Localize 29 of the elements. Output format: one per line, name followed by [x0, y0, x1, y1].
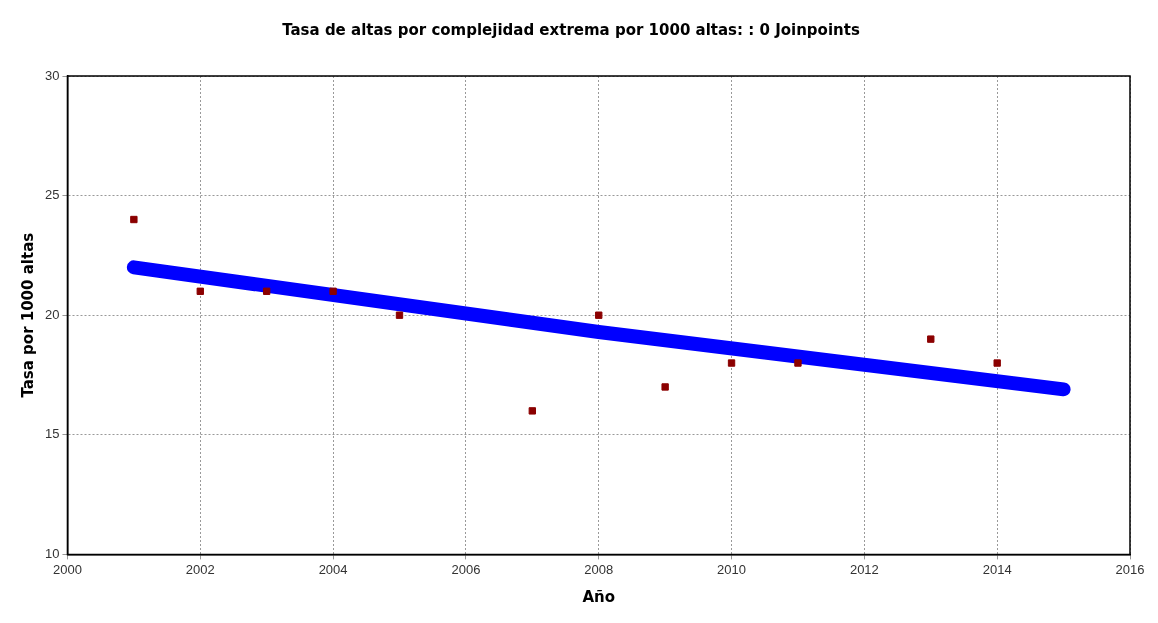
point — [196, 287, 204, 295]
point — [329, 287, 337, 295]
x-tick-label: 2010 — [717, 561, 747, 577]
point — [927, 335, 935, 343]
point — [794, 359, 802, 367]
x-tick-label: 2014 — [982, 561, 1012, 577]
point — [528, 407, 536, 415]
point — [595, 311, 603, 319]
point — [661, 383, 669, 391]
x-tick-label: 2006 — [451, 561, 481, 577]
x-tick-label: 2008 — [584, 561, 614, 577]
x-tick-label: 2002 — [185, 561, 215, 577]
y-tick-label: 15 — [44, 426, 60, 442]
point — [727, 359, 736, 367]
x-tick-label: 2004 — [318, 561, 348, 577]
x-axis-title: Año — [582, 587, 616, 606]
point — [395, 311, 404, 319]
y-tick-label: 30 — [44, 67, 60, 83]
y-tick-label: 25 — [44, 187, 60, 203]
x-tick-label: 2016 — [1115, 561, 1145, 577]
y-tick-label: 20 — [44, 306, 60, 322]
chart-title: Tasa de altas por complejidad extrema por 1000 altas: : 0 Joinpoints — [282, 20, 860, 39]
point — [263, 287, 271, 295]
point — [130, 215, 138, 224]
y-tick-label: 10 — [44, 545, 60, 561]
point — [993, 359, 1001, 367]
x-tick-label: 2000 — [53, 561, 82, 577]
y-axis-title: Tasa por 1000 altas — [18, 232, 37, 398]
x-tick-label: 2012 — [849, 561, 879, 577]
